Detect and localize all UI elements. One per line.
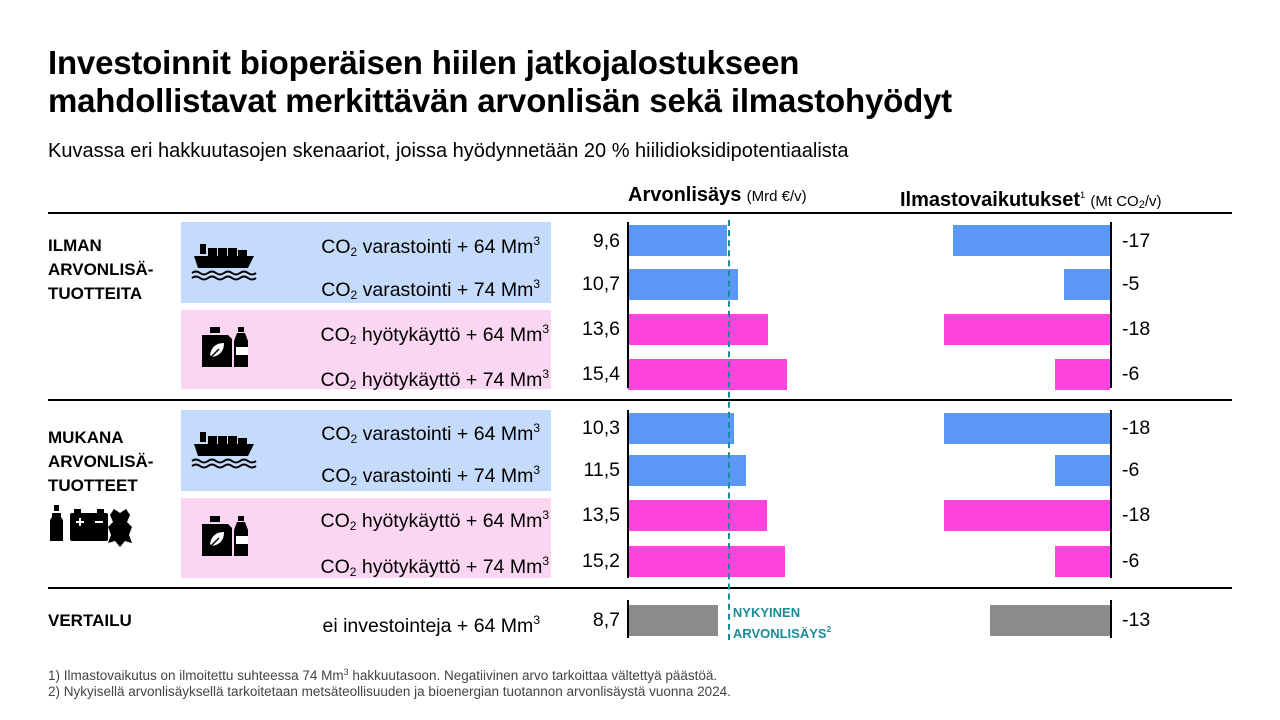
row-label-3: CO2 hyötykäyttö + 64 Mm3: [320, 322, 550, 347]
row-label-2: CO2 varastointi + 74 Mm3: [321, 277, 540, 302]
cargo-ship-icon: [188, 428, 258, 472]
climate-label: -17: [1122, 230, 1151, 252]
canister-and-bottle-icon: [196, 325, 266, 369]
climate-bar: [1054, 545, 1110, 577]
climate-bar: [952, 224, 1110, 256]
climate-unit-pre: (Mt CO: [1090, 193, 1139, 210]
reference-label: NYKYINEN ARVONLISÄYS2: [733, 604, 831, 642]
climate-bar: [943, 499, 1110, 531]
reference-line: [727, 220, 730, 640]
value-added-label: 8,7: [592, 609, 620, 631]
value-added-label: 10,7: [582, 273, 620, 295]
value-added-label: 10,3: [582, 417, 620, 439]
climate-label: -5: [1122, 273, 1140, 295]
value-added-axis: [627, 222, 629, 268]
title-line-1: Investoinnit bioperäisen hiilen jatkojal…: [48, 44, 800, 81]
climate-footnote-mark: 1: [1080, 190, 1086, 200]
group-label-with-line1: MUKANA: [48, 428, 124, 447]
climate-label: -6: [1122, 363, 1140, 385]
row-label-1: CO2 varastointi + 64 Mm3: [321, 234, 540, 259]
row-label-9: ei investointeja + 64 Mm3: [322, 613, 540, 637]
reference-label-line1: NYKYINEN: [732, 605, 801, 620]
value-added-bar: [628, 545, 785, 577]
climate-bar: [943, 313, 1110, 345]
group-label-without-line2: ARVONLISÄ-: [48, 260, 154, 279]
climate-bar: [1054, 358, 1110, 390]
value-added-bar: [628, 224, 727, 256]
value-added-label: 15,2: [582, 550, 620, 572]
group-label-with-line2: ARVONLISÄ-: [48, 452, 154, 471]
value-added-bar: [628, 499, 768, 531]
row-label-5: CO2 varastointi + 64 Mm3: [321, 421, 540, 446]
top-rule: [48, 212, 1232, 214]
climate-axis: [1110, 410, 1112, 578]
row-label-4: CO2 hyötykäyttö + 74 Mm3: [320, 367, 550, 392]
value-added-bar: [628, 454, 747, 486]
value-added-bar: [628, 268, 739, 300]
value-added-label: 13,6: [582, 318, 620, 340]
value-added-axis: [627, 410, 629, 578]
footnote-1: 1) Ilmastovaikutus on ilmoitettu suhtees…: [48, 667, 718, 683]
row-label-8: CO2 hyötykäyttö + 74 Mm3: [320, 554, 550, 579]
climate-title: Ilmastovaikutukset: [900, 189, 1081, 211]
group-label-comparison: VERTAILU: [48, 611, 132, 630]
value-added-axis: [627, 600, 629, 638]
value-added-bar: [628, 604, 718, 636]
value-added-axis: [627, 268, 629, 388]
group-label-without-line1: ILMAN: [48, 236, 102, 255]
climate-axis: [1110, 600, 1112, 638]
group-label-without: ILMAN ARVONLISÄ- TUOTTEITA: [48, 234, 153, 306]
value-added-label: 15,4: [582, 363, 620, 385]
climate-label: -6: [1122, 550, 1140, 572]
climate-label: -6: [1122, 459, 1140, 481]
climate-label: -18: [1122, 318, 1151, 340]
climate-label: -18: [1122, 504, 1151, 526]
value-added-label: 11,5: [583, 459, 620, 481]
value-added-bar: [628, 412, 735, 444]
footnote-2: 2) Nykyisellä arvonlisäyksellä tarkoitet…: [48, 684, 731, 699]
subtitle: Kuvassa eri hakkuutasojen skenaariot, jo…: [48, 140, 849, 162]
row-label-6: CO2 varastointi + 74 Mm3: [321, 463, 540, 488]
group-label-with-line3: TUOTTEET: [48, 476, 138, 495]
value-added-label: 9,6: [592, 230, 620, 252]
value-added-label: 13,5: [582, 504, 620, 526]
value-added-unit: (Mrd €/v): [746, 188, 807, 205]
row-label-7: CO2 hyötykäyttö + 64 Mm3: [320, 508, 550, 533]
value-added-bar: [628, 358, 787, 390]
title-line-2: mahdollistavat merkittävän arvonlisän se…: [48, 82, 952, 119]
comparison-divider-rule: [48, 587, 1232, 589]
reference-label-line2: ARVONLISÄYS2: [732, 625, 832, 641]
climate-label: -18: [1122, 417, 1151, 439]
climate-unit-sub: 2: [1138, 199, 1145, 211]
page-title: Investoinnit bioperäisen hiilen jatkojal…: [48, 44, 1228, 120]
group-label-with: MUKANA ARVONLISÄ- TUOTTEET: [48, 426, 153, 498]
group-divider-rule: [48, 399, 1232, 401]
cargo-ship-icon: [188, 240, 258, 284]
canister-and-bottle-icon: [196, 514, 266, 558]
climate-label: -13: [1122, 609, 1151, 631]
climate-bar: [1054, 454, 1110, 486]
group-label-without-line3: TUOTTEITA: [48, 284, 143, 303]
value-added-title: Arvonlisäys: [628, 184, 742, 206]
climate-bar: [1063, 268, 1110, 300]
climate-bar: [943, 412, 1110, 444]
climate-header: Ilmastovaikutukset1 (Mt CO2/v): [900, 182, 1162, 218]
value-added-bar: [628, 313, 769, 345]
value-added-header: Arvonlisäys (Mrd €/v): [628, 182, 807, 210]
bottles-battery-leather-icon: [48, 503, 140, 547]
climate-bar: [989, 604, 1110, 636]
climate-axis: [1110, 222, 1112, 388]
climate-unit-post: /v): [1144, 193, 1162, 210]
climate-unit: (Mt CO2/v): [1090, 193, 1162, 211]
